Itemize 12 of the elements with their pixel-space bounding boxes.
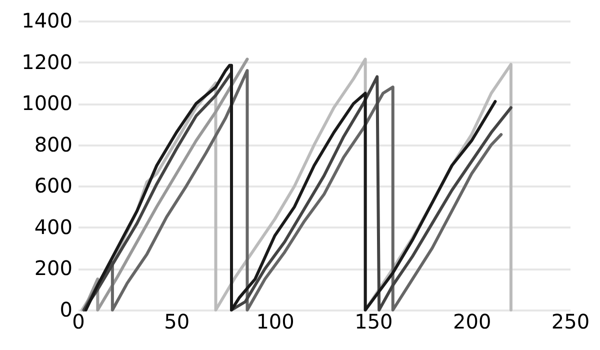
y-tick-label: 1400 <box>22 8 72 32</box>
x-tick-label: 50 <box>164 310 190 334</box>
y-tick-label: 1200 <box>22 50 72 74</box>
x-tick-label: 150 <box>354 310 393 334</box>
y-tick-label: 800 <box>34 132 72 156</box>
y-tick-label: 200 <box>34 256 72 280</box>
y-tick-label: 400 <box>34 214 72 239</box>
x-tick-label: 200 <box>453 310 492 334</box>
y-tick-label: 1000 <box>22 91 72 116</box>
y-tick-label: 600 <box>34 174 72 198</box>
x-tick-label: 100 <box>256 310 294 334</box>
x-tick-label: 250 <box>551 310 590 334</box>
